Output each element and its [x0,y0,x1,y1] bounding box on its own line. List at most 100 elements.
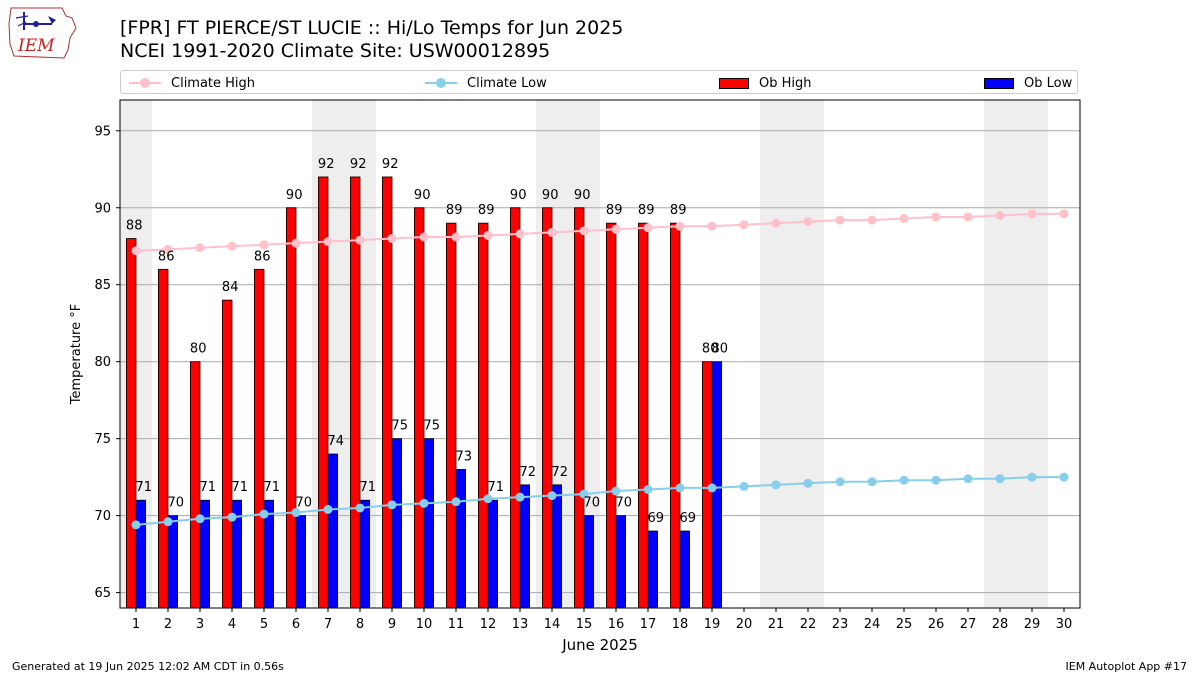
ob-high-bar [381,176,393,609]
ob-high-value-label: 86 [254,249,271,264]
ob-high-swatch [719,77,749,89]
y-tick-label: 85 [94,278,111,293]
ob-high-value-label: 90 [574,188,591,203]
ob-low-value-label: 72 [552,465,569,480]
ob-high-value-label: 80 [190,342,207,357]
x-tick-label: 20 [736,617,753,632]
climate-high-point [771,218,781,228]
ob-high-value-label: 89 [446,203,463,218]
ob-high-value-label: 89 [478,203,495,218]
ob-high-bar [638,222,649,609]
climate-low-point [803,478,813,488]
ob-low-value-label: 70 [584,496,601,511]
ob-low-value-label: 71 [232,480,249,495]
climate-high-point [227,241,237,251]
climate-low-point [131,520,141,530]
x-tick-label: 13 [512,617,529,632]
climate-high-point [259,240,269,250]
ob-high-value-label: 90 [542,188,559,203]
ob-low-bar [647,530,659,609]
ob-low-bar [359,499,371,609]
generated-timestamp: Generated at 19 Jun 2025 12:02 AM CDT in… [12,660,284,673]
ob-high-bar [702,361,713,609]
x-tick-label: 18 [672,617,689,632]
weekend-band [1016,100,1048,608]
ob-high-bar [189,361,201,609]
chart-subtitle: NCEI 1991-2020 Climate Site: USW00012895 [120,40,551,62]
x-tick-label: 22 [800,617,817,632]
x-tick-label: 30 [1056,617,1073,632]
ob-high-bar [285,207,297,609]
climate-low-point [675,483,685,493]
legend-label-climate-high: Climate High [171,75,256,91]
climate-high-point [1027,209,1037,219]
x-tick-label: 3 [196,617,204,632]
ob-low-value-label: 71 [360,480,377,495]
ob-high-value-label: 80 [702,342,719,357]
ob-low-bar [551,484,563,609]
climate-high-point [931,212,941,222]
x-tick-label: 14 [544,617,561,632]
x-tick-label: 2 [164,617,172,632]
climate-high-point [739,220,749,230]
ob-high-value-label: 88 [126,219,143,234]
x-tick-label: 17 [640,617,657,632]
ob-high-bar [477,222,489,609]
ob-low-value-label: 80 [712,342,729,357]
climate-low-line [135,476,1064,526]
ob-low-value-label: 72 [520,465,537,480]
ob-low-bar [391,438,403,609]
ob-low-value-label: 69 [648,511,665,526]
ob-low-value-label: 71 [488,480,505,495]
ob-low-value-label: 70 [296,496,313,511]
weekend-band [344,100,376,608]
climate-high-point [355,235,365,245]
climate-high-point [675,221,685,231]
ob-low-bar [327,453,339,609]
climate-low-point [611,486,621,496]
climate-low-point [1027,472,1037,482]
ob-high-bar [221,299,233,609]
y-axis-label: Temperature °F [69,304,84,405]
ob-low-value-label: 70 [616,496,633,511]
app-credit: IEM Autoplot App #17 [1065,660,1188,673]
climate-high-point [1059,209,1069,219]
x-tick-label: 5 [260,617,268,632]
climate-high-point [163,244,173,254]
weekend-band [312,100,344,608]
ob-low-value-label: 73 [456,449,473,464]
ob-high-value-label: 92 [318,157,335,172]
ob-low-value-label: 71 [136,480,153,495]
ob-high-value-label: 90 [286,188,303,203]
climate-low-point [643,484,653,494]
y-tick-label: 65 [94,586,111,601]
climate-high-line-swatch [129,78,161,88]
ob-low-bar [231,499,243,609]
x-tick-label: 12 [480,617,497,632]
ob-low-bar [679,530,691,609]
x-tick-label: 26 [928,617,945,632]
ob-low-bar [487,499,499,609]
climate-low-point [291,508,301,518]
ob-low-value-label: 75 [424,419,441,434]
ob-high-bar [317,176,329,609]
ob-high-bar [670,222,681,609]
plot-frame [119,99,1081,609]
ob-low-bar [615,515,627,609]
x-tick-label: 7 [324,617,332,632]
climate-high-point [643,223,653,233]
x-tick-label: 19 [704,617,721,632]
climate-low-point [899,475,909,485]
y-tick-label: 80 [94,355,111,370]
climate-high-point [131,246,141,256]
climate-low-point [739,481,749,491]
climate-high-point [835,215,845,225]
climate-high-point [419,232,429,242]
climate-high-point [483,230,493,240]
climate-low-point [195,514,205,524]
weekend-band [536,100,568,608]
ob-high-bar [413,207,425,609]
climate-high-point [291,238,301,248]
weekend-band [984,100,1016,608]
